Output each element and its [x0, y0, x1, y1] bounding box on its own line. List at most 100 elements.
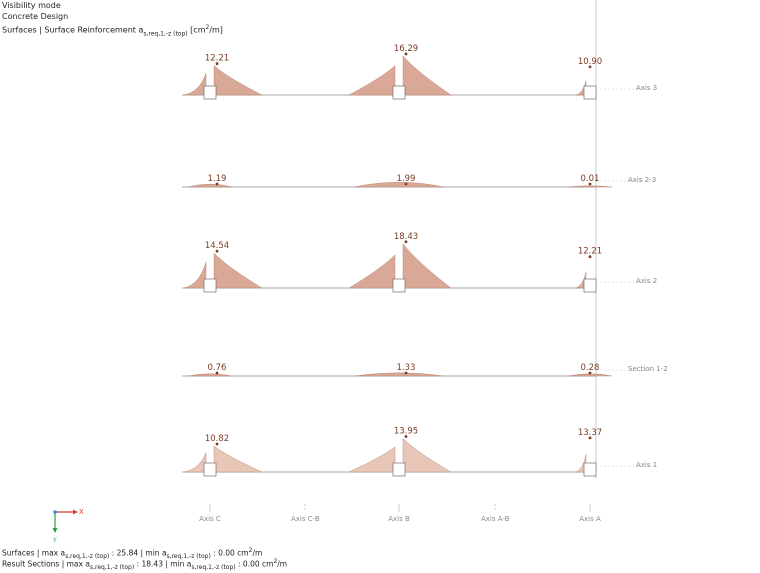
peak-marker: [404, 182, 408, 186]
column-box: [392, 278, 406, 293]
reinforcement-lobe: [402, 438, 452, 473]
peak-value-label: 1.33: [397, 363, 416, 373]
peak-value-label: 13.95: [394, 427, 418, 437]
sections-summary-end: : 0.00 cm: [235, 559, 274, 569]
reinforcement-lobe: [567, 185, 613, 188]
x-axis-tick-label: Axis B: [388, 515, 410, 523]
surfaces-summary-tail: /m: [252, 548, 263, 558]
surfaces-summary-sub-max: s,req,1,-z (top): [65, 553, 110, 560]
surfaces-summary-exponent: 2: [248, 547, 253, 554]
x-axis-tick-label: Axis A-B: [481, 515, 510, 523]
result-type-title: Surfaces | Surface Reinforcement as,req,…: [2, 23, 223, 39]
series-row: 14.54 18.43 12.21: [182, 232, 655, 293]
module-title: Concrete Design: [2, 12, 69, 21]
reinforcement-lobe: [348, 65, 396, 96]
column-box: [203, 85, 217, 100]
reinforcement-lobe: [575, 271, 587, 289]
peak-marker: [588, 436, 592, 440]
x-axis: [209, 504, 591, 512]
sections-summary: Result Sections | max as,req,1,-z (top) …: [2, 557, 287, 573]
surfaces-summary-end: : 0.00 cm: [210, 548, 249, 558]
series-layer: 12.21 16.29 10.90 1.19 1.99 0.01 14.54 18.43 12.…: [182, 44, 655, 477]
reinforcement-lobe: [575, 80, 587, 96]
y-arrow-head: [52, 528, 58, 533]
reinforcement-lobe: [213, 445, 263, 473]
peak-marker: [588, 255, 592, 259]
sections-summary-exponent: 2: [273, 558, 278, 565]
peak-marker: [588, 371, 592, 375]
peak-marker: [588, 182, 592, 186]
x-axis-tick-label: Axis C: [199, 515, 221, 523]
peak-value-label: 10.82: [205, 434, 229, 444]
peak-value-label: 1.99: [397, 174, 416, 184]
peak-marker: [215, 442, 219, 446]
visibility-mode-label: Visibility mode: [2, 1, 61, 10]
peak-marker: [215, 371, 219, 375]
reinforcement-lobe: [183, 72, 207, 96]
triad-origin: [53, 510, 57, 514]
row-label: Section 1-2: [628, 365, 668, 373]
reinforcement-lobe: [348, 254, 396, 289]
y-axis-label: Y: [52, 537, 57, 544]
peak-marker: [404, 52, 408, 56]
reinforcement-lobe: [402, 55, 452, 96]
peak-value-label: 13.37: [578, 428, 602, 438]
reinforcement-lobe: [567, 373, 613, 377]
peak-value-label: 1.19: [208, 174, 227, 184]
column-box: [583, 278, 597, 293]
peak-marker: [215, 249, 219, 253]
peak-value-label: 18.43: [394, 232, 418, 242]
reinforcement-lobe: [187, 183, 233, 188]
reinforcement-lobe: [183, 452, 207, 473]
surfaces-summary-mid: : 25.84 | min a: [109, 548, 167, 558]
reinforcement-lobe: [183, 261, 207, 289]
reinforcement-lobe: [213, 252, 263, 289]
row-label: Axis 1: [636, 461, 658, 469]
result-type-unit: [cm: [187, 25, 206, 35]
peak-marker: [588, 65, 592, 69]
result-type-unit-exponent: 2: [205, 24, 210, 31]
column-box: [203, 462, 217, 477]
peak-marker: [404, 371, 408, 375]
reinforcement-lobe: [402, 243, 452, 289]
peak-value-label: 10.90: [578, 57, 602, 67]
series-row: 1.19 1.99 0.01: [182, 174, 655, 188]
row-label: Axis 2: [636, 277, 658, 285]
series-row: 10.82 13.95 13.37: [182, 427, 655, 477]
reinforcement-lobe: [575, 454, 587, 473]
reinforcement-lobe: [353, 182, 445, 188]
reinforcement-lobe: [187, 373, 233, 377]
column-box: [583, 85, 597, 100]
peak-marker: [404, 435, 408, 438]
surfaces-summary-sub-min: s,req,1,-z (top): [166, 553, 211, 560]
peak-value-label: 0.76: [208, 363, 227, 373]
column-box: [203, 278, 217, 293]
peak-value-label: 12.21: [578, 247, 602, 257]
sections-summary-sub-min: s,req,1,-z (top): [191, 564, 236, 571]
series-row: 12.21 16.29 10.90: [182, 44, 655, 100]
column-box: [392, 85, 406, 100]
sections-summary-mid: : 18.43 | min a: [134, 559, 192, 569]
peak-value-label: 0.01: [581, 174, 600, 184]
peak-marker: [215, 62, 219, 66]
peak-marker: [215, 182, 219, 186]
sections-summary-tail: /m: [277, 559, 288, 569]
result-type-prefix: Surfaces | Surface Reinforcement a: [2, 25, 144, 35]
peak-value-label: 14.54: [205, 241, 229, 251]
x-axis-tick-label: Axis C-B: [291, 515, 320, 523]
column-box: [583, 462, 597, 477]
peak-value-label: 16.29: [394, 44, 418, 54]
row-label: Axis 2-3: [628, 176, 657, 184]
reinforcement-lobe: [353, 372, 445, 377]
peak-marker: [404, 240, 408, 244]
x-arrow-head: [73, 509, 78, 515]
result-type-subscript: s,req,1,-z (top): [143, 30, 188, 38]
peak-value-label: 12.21: [205, 54, 229, 64]
x-axis-label: X: [79, 508, 84, 516]
sections-summary-sub-max: s,req,1,-z (top): [89, 564, 135, 571]
row-label: Axis 3: [636, 84, 658, 92]
reinforcement-lobe: [348, 446, 396, 473]
reinforcement-lobe: [213, 65, 263, 96]
result-type-unit-end: /m]: [209, 25, 223, 35]
